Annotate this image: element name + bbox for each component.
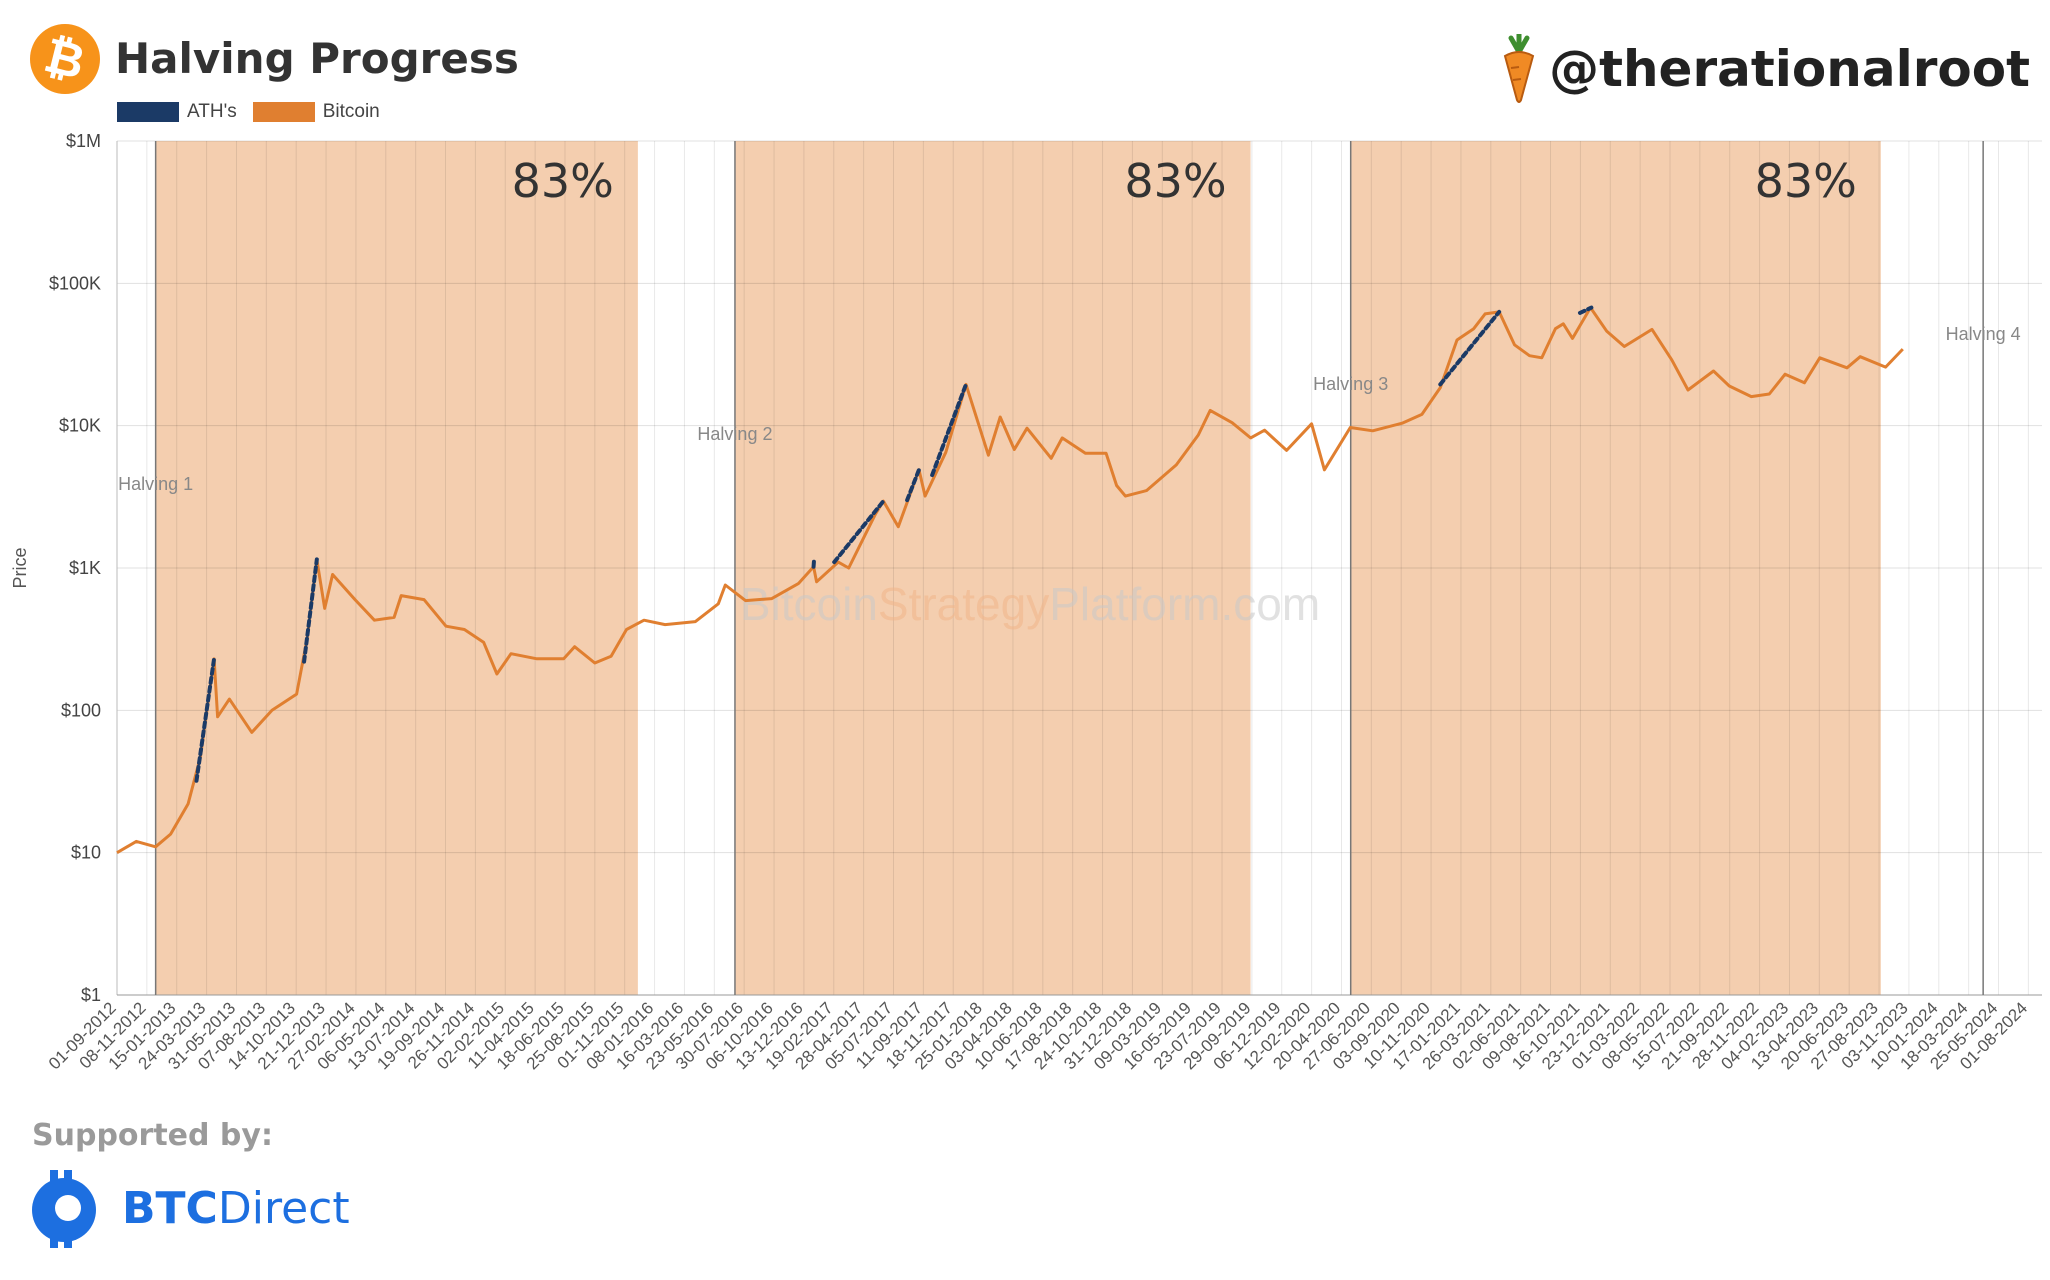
sponsor-name: BTCDirect — [122, 1183, 350, 1234]
watermark: BitcoinStrategyPlatform.com — [740, 578, 1320, 630]
legend-swatch-aths — [117, 102, 179, 122]
bitcoin-logo-icon: ₿ — [30, 24, 100, 94]
ath-segment-4 — [832, 499, 886, 565]
halving-label-4: Halving 4 — [1946, 324, 2021, 344]
halving-label-1: Halving 1 — [118, 474, 193, 494]
region-percent-label-3: 83% — [1755, 154, 1857, 208]
sponsor-name-light: Direct — [217, 1182, 350, 1234]
halving-label-3: Halving 3 — [1313, 374, 1388, 394]
watermark-part-2: Strategy — [878, 578, 1049, 630]
shaded-region-2 — [734, 141, 1251, 995]
watermark-part-3: Platform.com — [1049, 578, 1320, 630]
y-tick-label: $10 — [71, 843, 101, 863]
region-percent-label-2: 83% — [1124, 154, 1226, 208]
ath-segment-1 — [194, 656, 217, 783]
legend-label-aths: ATH's — [187, 101, 237, 122]
watermark-part-1: Bitcoin — [740, 578, 878, 630]
supported-by-label: Supported by: — [32, 1118, 273, 1153]
legend-item-bitcoin[interactable]: Bitcoin — [252, 101, 380, 123]
sponsor-logo[interactable]: BTCDirect — [28, 1168, 350, 1248]
ath-segment-6 — [930, 382, 968, 478]
ath-segment-8 — [1577, 305, 1594, 315]
bitcoin-price-line — [116, 306, 1904, 854]
ath-segment-2 — [302, 557, 319, 664]
y-tick-label: $100 — [61, 700, 101, 720]
region-percent-label-1: 83% — [512, 154, 614, 208]
carrot-icon — [1503, 34, 1535, 103]
shaded-region-3 — [1350, 141, 1881, 995]
y-tick-label: $1 — [81, 985, 101, 1005]
y-tick-label: $1K — [69, 558, 101, 578]
shaded-region-1 — [155, 141, 638, 995]
y-tick-label: $10K — [59, 416, 101, 436]
legend-swatch-bitcoin — [252, 102, 315, 122]
chart-title: Halving Progress — [115, 34, 519, 83]
btcdirect-logo-icon — [32, 1170, 96, 1248]
legend-item-aths[interactable]: ATH's — [117, 101, 237, 123]
halving-label-2: Halving 2 — [697, 424, 772, 444]
y-axis-title: Price — [10, 547, 30, 588]
author-handle-text: @therationalroot — [1549, 40, 2030, 98]
y-tick-label: $1M — [66, 131, 101, 151]
y-tick-label: $100K — [49, 273, 101, 293]
legend-label-bitcoin: Bitcoin — [322, 101, 380, 122]
legend: ATH's Bitcoin — [117, 101, 396, 123]
ath-segment-7 — [1438, 309, 1502, 387]
sponsor-name-bold: BTC — [122, 1182, 218, 1234]
ath-segment-5 — [905, 467, 921, 503]
author-handle: @therationalroot — [1499, 34, 2030, 104]
